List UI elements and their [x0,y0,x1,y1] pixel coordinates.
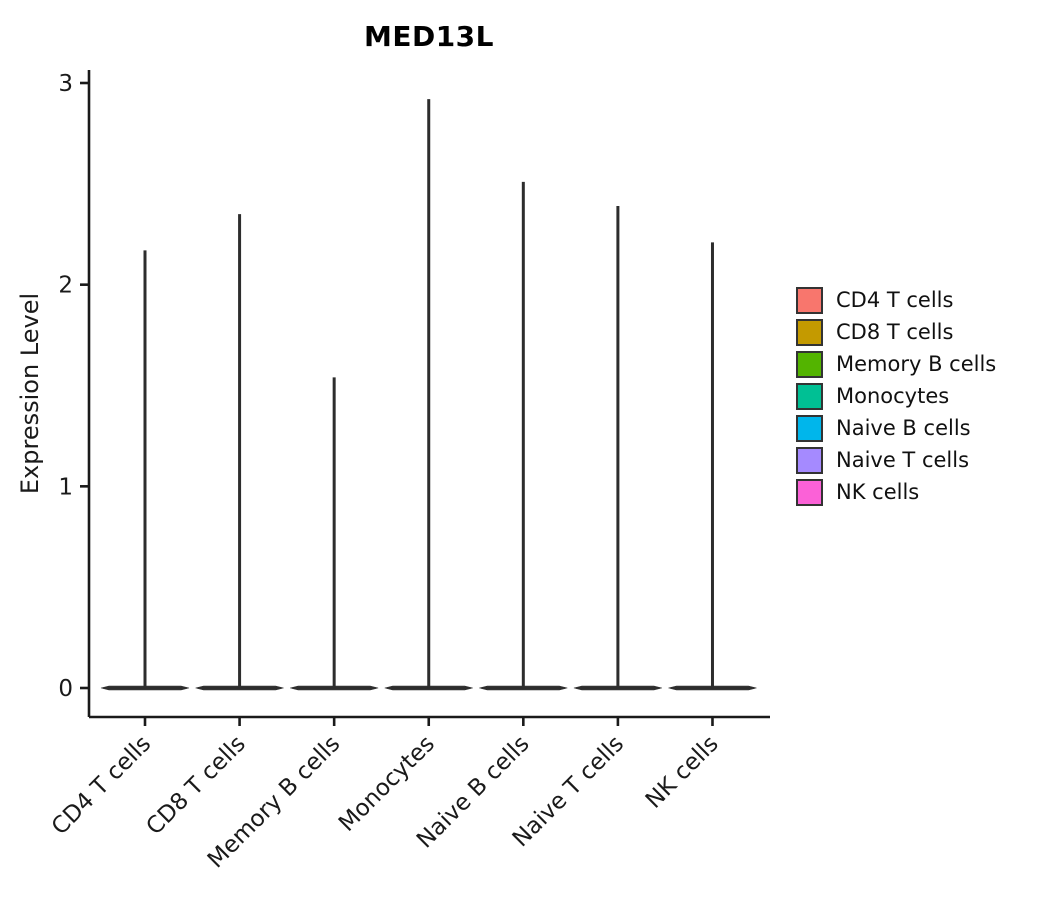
legend-swatch [796,286,823,314]
legend-label: Monocytes [836,384,950,408]
legend-item-cd4-t-cells: CD4 T cells [796,284,996,316]
y-tick-label: 2 [58,273,73,299]
violin-monocytes [384,99,473,691]
legend-swatch [796,446,823,474]
legend-label: Naive T cells [836,448,970,472]
x-tick-label: NK cells [641,731,724,814]
legend-item-naive-b-cells: Naive B cells [796,412,996,444]
y-tick-label: 0 [58,676,73,702]
violin-nk-cells [668,242,757,691]
violin-cd8-t-cells [195,214,284,691]
legend-label: Memory B cells [836,352,997,376]
legend-label: CD4 T cells [836,288,954,312]
y-tick-label: 3 [58,71,73,97]
legend-swatch [796,382,823,410]
legend-swatch [796,414,823,442]
legend-item-nk-cells: NK cells [796,476,996,508]
y-tick-label: 1 [58,474,73,500]
chart-title: MED13L [363,20,495,53]
legend-label: CD8 T cells [836,320,954,344]
legend-item-cd8-t-cells: CD8 T cells [796,316,996,348]
legend-item-memory-b-cells: Memory B cells [796,348,996,380]
legend-swatch [796,478,823,506]
y-axis-title: Expression Level [16,293,44,494]
legend-item-naive-t-cells: Naive T cells [796,444,996,476]
legend-label: Naive B cells [836,416,971,440]
violin-cd4-t-cells [100,250,190,691]
x-tick-label: Monocytes [334,731,440,837]
violin-memory-b-cells [290,377,379,691]
violin-naive-b-cells [479,181,568,691]
legend-swatch [796,350,823,378]
x-tick-label: CD4 T cells [47,731,156,840]
violin-naive-t-cells [573,206,662,691]
legend-label: NK cells [836,480,920,504]
legend-item-monocytes: Monocytes [796,380,996,412]
legend: CD4 T cells CD8 T cells Memory B cells Mono… [796,284,996,508]
legend-swatch [796,318,823,346]
